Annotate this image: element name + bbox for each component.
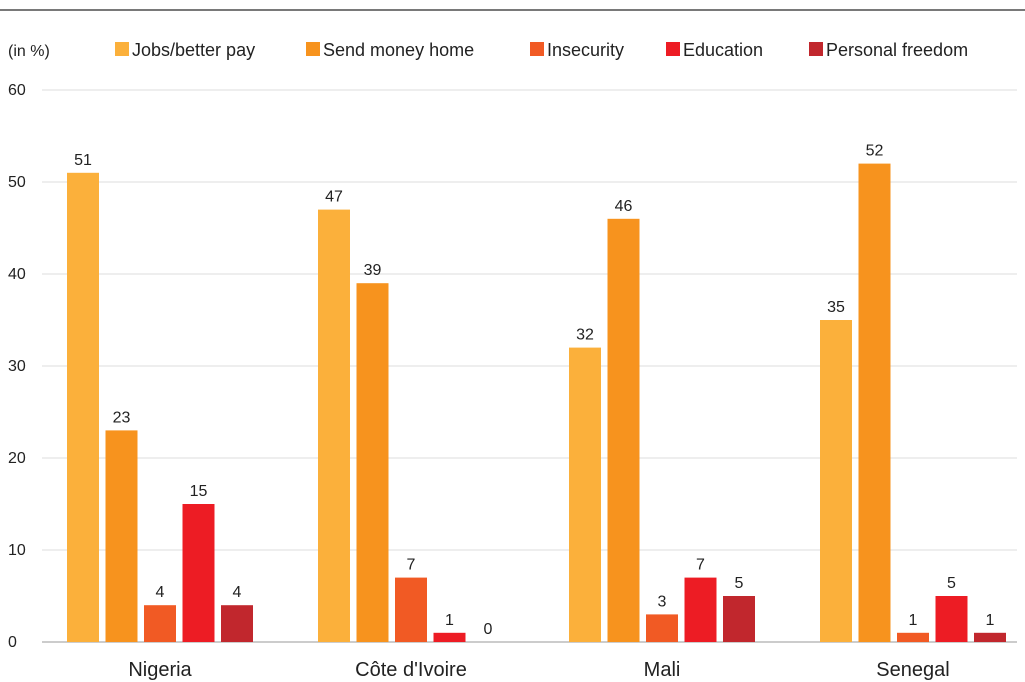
y-tick-label: 60	[8, 82, 26, 99]
bar-senegal-send-money-home	[858, 163, 891, 642]
data-label: 52	[866, 143, 884, 160]
y-axis: 0 10 20 30 40 50 60	[8, 82, 26, 651]
bar-nigeria-send-money-home	[105, 430, 138, 642]
data-label: 3	[658, 593, 667, 610]
legend-swatch-jobs-better-pay	[115, 42, 129, 56]
y-tick-label: 50	[8, 174, 26, 191]
bar-c-te-d-ivoire-jobs-better-pay	[318, 209, 350, 642]
data-label: 47	[325, 189, 343, 206]
bar-mali-send-money-home	[607, 218, 640, 643]
data-label: 5	[735, 575, 744, 592]
x-tick-label: Mali	[644, 659, 681, 681]
x-tick-label: Senegal	[876, 659, 949, 681]
legend-label-education: Education	[683, 40, 763, 60]
data-label: 5	[947, 575, 956, 592]
bar-nigeria-personal-freedom	[221, 605, 253, 642]
x-axis: Nigeria Côte d'Ivoire Mali Senegal	[128, 659, 949, 681]
bar-c-te-d-ivoire-insecurity	[395, 577, 427, 642]
data-label: 46	[615, 198, 633, 215]
legend-label-send-money-home: Send money home	[323, 40, 474, 60]
data-label: 1	[445, 612, 454, 629]
bar-c-te-d-ivoire-send-money-home	[356, 283, 389, 642]
x-tick-label: Côte d'Ivoire	[355, 659, 467, 681]
legend-swatch-education	[666, 42, 680, 56]
bar-senegal-jobs-better-pay	[820, 320, 852, 642]
legend-label-jobs-better-pay: Jobs/better pay	[132, 40, 255, 60]
data-label: 1	[986, 612, 995, 629]
legend-label-insecurity: Insecurity	[547, 40, 624, 60]
y-tick-label: 0	[8, 634, 17, 651]
bar-senegal-insecurity	[897, 632, 929, 642]
data-label: 51	[74, 152, 92, 169]
y-tick-label: 20	[8, 450, 26, 467]
data-label: 7	[696, 557, 705, 574]
y-tick-label: 10	[8, 542, 26, 559]
legend-swatch-send-money-home	[306, 42, 320, 56]
legend-label-personal-freedom: Personal freedom	[826, 40, 968, 60]
legend: Jobs/better pay Send money home Insecurity…	[115, 40, 968, 60]
data-label: 23	[113, 409, 131, 426]
bar-senegal-personal-freedom	[974, 632, 1006, 642]
y-tick-label: 30	[8, 358, 26, 375]
bar-nigeria-education	[182, 504, 215, 642]
legend-swatch-personal-freedom	[809, 42, 823, 56]
data-label: 4	[156, 584, 165, 601]
data-label: 32	[576, 327, 594, 344]
data-label: 1	[909, 612, 918, 629]
bar-nigeria-insecurity	[144, 605, 176, 642]
bar-mali-jobs-better-pay	[569, 347, 601, 642]
bar-c-te-d-ivoire-education	[433, 632, 466, 642]
y-tick-label: 40	[8, 266, 26, 283]
data-label: 7	[407, 557, 416, 574]
bar-senegal-education	[935, 596, 968, 642]
bar-mali-education	[684, 577, 717, 642]
x-tick-label: Nigeria	[128, 659, 192, 681]
y-axis-label: (in %)	[8, 43, 50, 60]
data-label: 35	[827, 299, 845, 316]
bar-nigeria-jobs-better-pay	[67, 172, 99, 643]
data-label: 15	[190, 483, 208, 500]
data-label: 0	[484, 621, 493, 638]
legend-swatch-insecurity	[530, 42, 544, 56]
data-label: 4	[233, 584, 242, 601]
bar-mali-insecurity	[646, 614, 678, 642]
bar-mali-personal-freedom	[723, 596, 755, 642]
data-label: 39	[364, 262, 382, 279]
